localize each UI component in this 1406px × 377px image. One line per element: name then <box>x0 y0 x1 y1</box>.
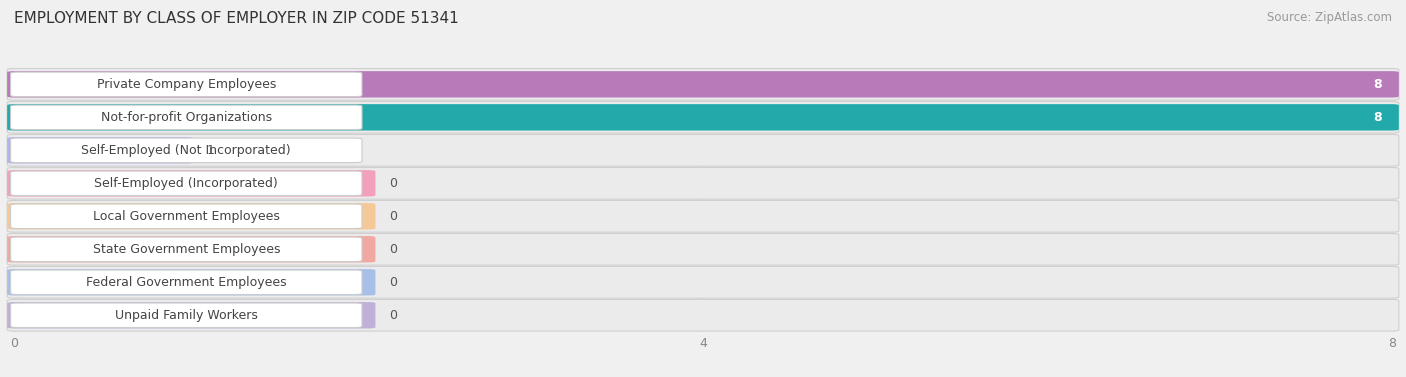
FancyBboxPatch shape <box>11 204 361 228</box>
Text: 8: 8 <box>1374 78 1382 91</box>
FancyBboxPatch shape <box>7 299 1399 331</box>
Text: 0: 0 <box>389 243 396 256</box>
FancyBboxPatch shape <box>7 236 375 262</box>
Text: EMPLOYMENT BY CLASS OF EMPLOYER IN ZIP CODE 51341: EMPLOYMENT BY CLASS OF EMPLOYER IN ZIP C… <box>14 11 458 26</box>
Text: Federal Government Employees: Federal Government Employees <box>86 276 287 289</box>
Text: 1: 1 <box>207 144 215 157</box>
Text: Local Government Employees: Local Government Employees <box>93 210 280 223</box>
Text: Private Company Employees: Private Company Employees <box>97 78 276 91</box>
FancyBboxPatch shape <box>7 201 1399 232</box>
FancyBboxPatch shape <box>7 69 1399 100</box>
FancyBboxPatch shape <box>11 105 361 130</box>
FancyBboxPatch shape <box>11 171 361 196</box>
FancyBboxPatch shape <box>7 104 1399 130</box>
FancyBboxPatch shape <box>7 167 1399 199</box>
FancyBboxPatch shape <box>7 137 193 164</box>
FancyBboxPatch shape <box>7 71 1399 98</box>
FancyBboxPatch shape <box>7 302 375 328</box>
FancyBboxPatch shape <box>7 203 375 230</box>
FancyBboxPatch shape <box>7 135 1399 166</box>
Text: Self-Employed (Not Incorporated): Self-Employed (Not Incorporated) <box>82 144 291 157</box>
FancyBboxPatch shape <box>7 233 1399 265</box>
FancyBboxPatch shape <box>11 303 361 328</box>
Text: 0: 0 <box>389 309 396 322</box>
Text: Self-Employed (Incorporated): Self-Employed (Incorporated) <box>94 177 278 190</box>
Text: 0: 0 <box>389 276 396 289</box>
FancyBboxPatch shape <box>7 269 375 296</box>
Text: Source: ZipAtlas.com: Source: ZipAtlas.com <box>1267 11 1392 24</box>
Text: State Government Employees: State Government Employees <box>93 243 280 256</box>
FancyBboxPatch shape <box>11 237 361 262</box>
FancyBboxPatch shape <box>11 72 361 97</box>
FancyBboxPatch shape <box>7 267 1399 298</box>
Text: Unpaid Family Workers: Unpaid Family Workers <box>115 309 257 322</box>
Text: Not-for-profit Organizations: Not-for-profit Organizations <box>101 111 271 124</box>
Text: 0: 0 <box>389 177 396 190</box>
Text: 8: 8 <box>1374 111 1382 124</box>
Text: 0: 0 <box>389 210 396 223</box>
FancyBboxPatch shape <box>11 138 361 162</box>
FancyBboxPatch shape <box>7 101 1399 133</box>
FancyBboxPatch shape <box>11 270 361 294</box>
FancyBboxPatch shape <box>7 170 375 196</box>
